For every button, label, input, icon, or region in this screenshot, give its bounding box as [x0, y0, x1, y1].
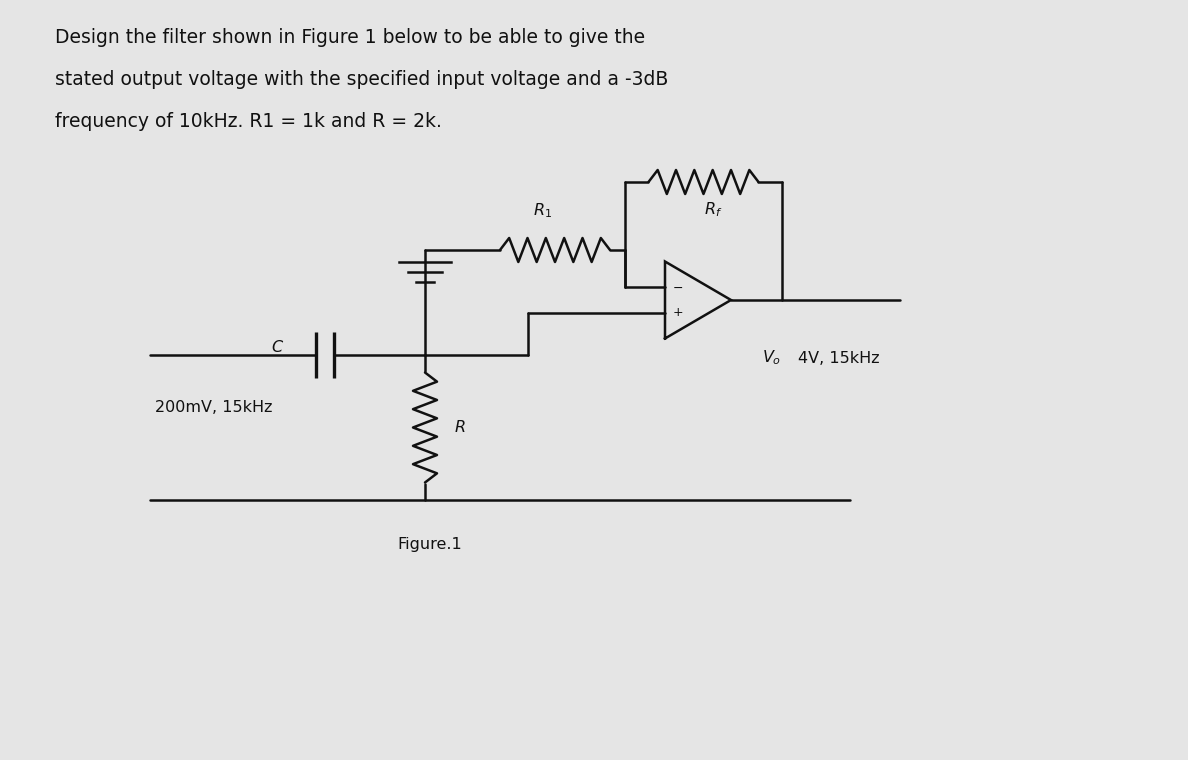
Text: stated output voltage with the specified input voltage and a -3dB: stated output voltage with the specified… — [55, 70, 669, 89]
Text: Design the filter shown in Figure 1 below to be able to give the: Design the filter shown in Figure 1 belo… — [55, 28, 645, 47]
Text: R: R — [455, 420, 466, 435]
Text: $V_o$: $V_o$ — [762, 349, 782, 367]
Text: 200mV, 15kHz: 200mV, 15kHz — [154, 400, 272, 414]
Text: $-$: $-$ — [672, 280, 683, 293]
Text: frequency of 10kHz. R1 = 1k and R = 2k.: frequency of 10kHz. R1 = 1k and R = 2k. — [55, 112, 442, 131]
Text: Figure.1: Figure.1 — [398, 537, 462, 553]
Text: C: C — [271, 340, 283, 354]
Text: 4V, 15kHz: 4V, 15kHz — [798, 350, 879, 366]
Text: $R_1$: $R_1$ — [533, 201, 552, 220]
Text: $+$: $+$ — [672, 306, 683, 319]
Text: $R_f$: $R_f$ — [704, 200, 722, 219]
